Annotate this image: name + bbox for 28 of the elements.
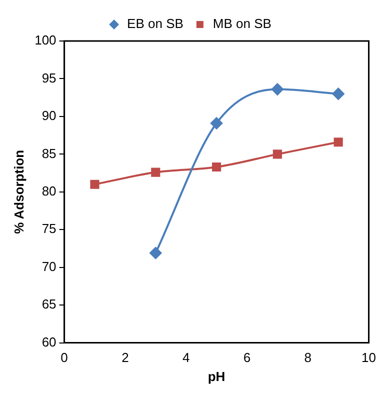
point xyxy=(210,117,223,130)
point xyxy=(150,247,162,260)
point xyxy=(151,168,160,177)
y-tick-label: 85 xyxy=(42,146,56,161)
point xyxy=(272,150,282,159)
legend-label: MB on SB xyxy=(212,16,272,32)
x-tick-label: 8 xyxy=(304,350,312,366)
y-tick-label: 80 xyxy=(42,183,56,198)
y-tick-label: 65 xyxy=(42,296,56,312)
y-tick-label: 95 xyxy=(42,70,56,86)
y-tick-label: 90 xyxy=(42,108,56,124)
y-tick-label: 60 xyxy=(42,334,56,350)
legend-label: EB on SB xyxy=(127,16,184,32)
x-tick-label: 10 xyxy=(362,350,376,366)
point xyxy=(334,138,343,147)
x-tick-label: 4 xyxy=(182,350,190,366)
y-tick-label: 100 xyxy=(34,32,56,48)
y-axis-title: % Adsorption xyxy=(11,150,26,234)
x-tick-label: 6 xyxy=(243,350,251,366)
point xyxy=(271,83,284,96)
x-tick-label: 0 xyxy=(60,350,68,366)
point xyxy=(212,162,222,172)
x-axis-title: pH xyxy=(208,368,226,384)
y-tick-label: 75 xyxy=(42,221,56,236)
x-tick-label: 2 xyxy=(122,350,129,366)
point xyxy=(90,180,100,189)
y-tick-label: 70 xyxy=(42,258,56,274)
point xyxy=(332,88,344,100)
